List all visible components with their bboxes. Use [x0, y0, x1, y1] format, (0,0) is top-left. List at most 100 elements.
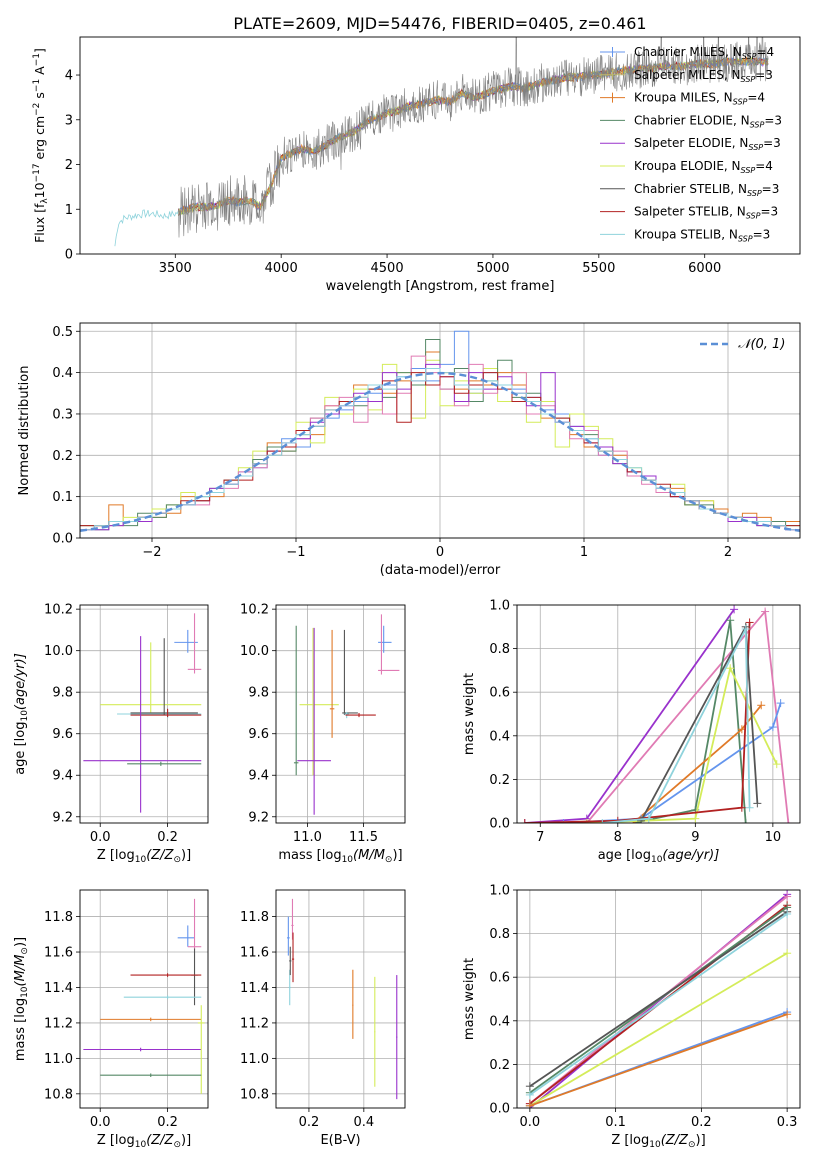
y-tick-label: 0.4 — [489, 1014, 510, 1029]
x-tick-label: 5500 — [582, 261, 615, 276]
age_vs_Z-xlabel-part: (Z/Z — [146, 848, 174, 863]
mass_vs_Z-xlabel-part: (Z/Z — [146, 1133, 174, 1148]
mass_vs_Z-xlabel-part: ⊙ — [173, 1140, 181, 1150]
weight_vs_age-xlabel-part: 10 — [651, 855, 663, 865]
y-tick-label: 9.8 — [248, 686, 269, 701]
y-tick-label: 0.6 — [489, 971, 510, 986]
legend-label-sub: SSP — [742, 52, 757, 61]
x-tick-label: 4500 — [371, 261, 404, 276]
age_vs_Z-xlabel: Z [log10(Z/Z⊙)] — [97, 848, 191, 865]
panels: 3500 4000 4500 5000 5500 6000 0 1 2 3 4 wavelength … — [13, 36, 801, 1150]
mass_vs_Z-errorbars — [83, 898, 205, 1094]
weight_vs_age-lines — [520, 605, 793, 823]
residuals-xlabel: (data-model)/error — [380, 563, 501, 578]
mass_vs_Z-ylabel-part: ⊙ — [20, 947, 30, 955]
legend-label: Kroupa ELODIE, NSSP=4 — [634, 159, 773, 175]
y-tick-label: 10.0 — [240, 644, 269, 659]
legend-label-value: =3 — [760, 205, 778, 219]
weight-line — [529, 913, 788, 1096]
y-tick-label: 11.0 — [44, 1052, 73, 1067]
y-tick-label: 0 — [65, 248, 73, 263]
y-tick-label: 0.0 — [489, 817, 510, 832]
y-tick-label: 10.8 — [44, 1087, 73, 1102]
spectrum-lines — [114, 37, 769, 247]
age_vs_mass-frame — [275, 604, 406, 824]
legend-label-text: Kroupa ELODIE, N — [634, 159, 741, 173]
weight_vs_Z-xlabel-part: ⊙ — [688, 1140, 696, 1150]
x-tick-label: 0.0 — [90, 830, 111, 845]
weight-line — [529, 952, 788, 1107]
legend-label-text: Kroupa MILES, N — [634, 91, 733, 105]
y-tick-label: 0.0 — [52, 532, 73, 547]
spectrum-axes: 3500 4000 4500 5000 5500 6000 0 1 2 3 4 — [65, 69, 722, 276]
age_vs_Z-xlabel-part: )] — [181, 848, 191, 863]
legend-label-sub: SSP — [747, 189, 762, 198]
mass_vs_Z-xlabel-part: Z [log — [97, 1133, 135, 1148]
x-tick-label: 0.2 — [691, 1115, 712, 1130]
x-tick-label: 0.0 — [520, 1115, 541, 1130]
x-tick-label: 7 — [536, 830, 544, 845]
age_vs_Z-ylabel-part: age [log — [13, 722, 28, 775]
legend-label-value: =4 — [756, 45, 774, 59]
y-tick-label: 0.5 — [52, 325, 73, 340]
weight_vs_Z-xlabel-part: Z [log — [611, 1133, 649, 1148]
legend-label-value: =4 — [755, 159, 773, 173]
age_vs_Z-frame — [79, 604, 209, 824]
mass_vs_ebv-xlabel: E(B-V) — [320, 1133, 360, 1148]
y-tick-label: 0.2 — [489, 773, 510, 788]
weight-line — [586, 609, 790, 823]
y-tick-label: 10.2 — [44, 603, 73, 618]
y-tick-label: 2 — [65, 158, 73, 173]
mass_vs_Z-axes: 0.0 0.2 10.8 11.0 11.2 11.4 11.6 11.8 — [44, 890, 208, 1130]
age_vs_Z-axes: 0.0 0.2 9.2 9.4 9.6 9.8 10.0 10.2 — [44, 603, 208, 845]
x-tick-label: 0.0 — [90, 1115, 111, 1130]
weight_vs_Z-xlabel-part: )] — [696, 1133, 706, 1148]
x-tick-label: 10 — [765, 830, 782, 845]
y-tick-label: 0.8 — [489, 642, 510, 657]
x-tick-label: 0 — [436, 545, 444, 560]
weight_vs_age-xlabel-part: (age/yr)] — [662, 848, 719, 863]
age_vs_mass-xlabel-part: mass [log — [278, 848, 341, 863]
weight_vs_Z-ylabel: mass weight — [462, 958, 477, 1040]
mass_vs_ebv-frame — [275, 889, 406, 1109]
x-tick-label: −2 — [142, 545, 161, 560]
spectrum-ylabel-part: −1 — [32, 79, 42, 92]
y-tick-label: 0.3 — [52, 407, 73, 422]
x-tick-label: 11.5 — [349, 830, 378, 845]
x-tick-label: 9 — [691, 830, 699, 845]
age_vs_Z-xlabel-part: Z [log — [97, 848, 135, 863]
age_vs_Z-errorbars — [83, 613, 202, 813]
weight_vs_Z-xlabel-part: 10 — [649, 1140, 661, 1150]
mass_vs_Z-ylabel: mass [log10(M/M⊙)] — [13, 937, 30, 1061]
legend-label-sub: SSP — [733, 98, 748, 107]
x-tick-label: 0.2 — [299, 1115, 320, 1130]
spectrum-ylabel-part: s — [32, 92, 47, 103]
age_vs_mass-xlabel-part: )] — [392, 848, 402, 863]
legend-label-sub: SSP — [750, 120, 765, 129]
residuals-axes: −2 −1 0 1 2 0.0 0.1 0.2 0.3 0.4 0.5 — [52, 323, 800, 560]
spectrum-ylabel-part: 10 — [32, 182, 47, 198]
legend-label: Salpeter ELODIE, NSSP=3 — [634, 136, 781, 152]
y-tick-label: 11.6 — [240, 946, 269, 961]
spectrum-ylabel-part: ] — [32, 48, 47, 53]
y-tick-label: 9.8 — [52, 686, 73, 701]
y-tick-label: 9.6 — [52, 727, 73, 742]
x-tick-label: 0.4 — [353, 1115, 374, 1130]
y-tick-label: 11.2 — [240, 1016, 269, 1031]
figure-title: PLATE=2609, MJD=54476, FIBERID=0405, z=0… — [233, 14, 646, 33]
model-spectrum-line — [178, 56, 769, 216]
y-tick-label: 1.0 — [489, 884, 510, 899]
y-tick-label: 0.2 — [489, 1058, 510, 1073]
spectrum-ylabel-part: −2 — [32, 103, 42, 116]
y-tick-label: 9.4 — [248, 769, 269, 784]
x-tick-label: 4000 — [265, 261, 298, 276]
legend-label-sub: SSP — [741, 166, 756, 175]
mass_vs_ebv-errorbars — [286, 898, 398, 1100]
age_vs_mass-xlabel-part: (M/M — [353, 848, 385, 863]
weight_vs_Z-xlabel-part: (Z/Z — [661, 1133, 689, 1148]
y-tick-label: 9.2 — [248, 810, 269, 825]
y-tick-label: 9.4 — [52, 769, 73, 784]
y-tick-label: 11.8 — [240, 910, 269, 925]
spectrum-ylabel-part: λ — [40, 198, 50, 204]
